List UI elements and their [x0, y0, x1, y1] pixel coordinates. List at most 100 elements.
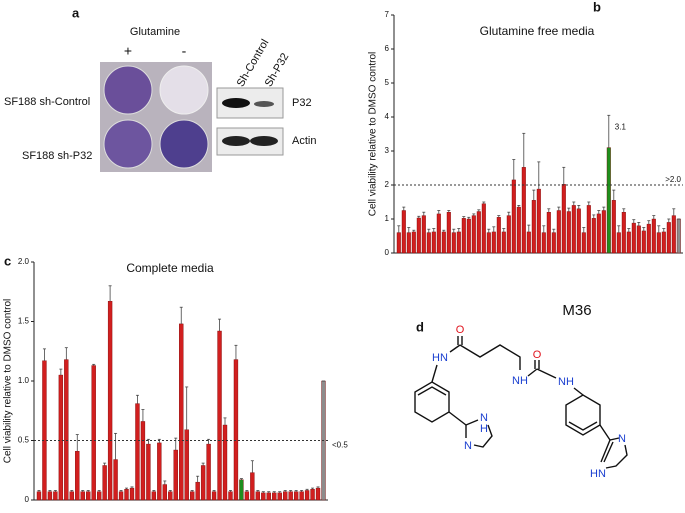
y-tick-label: 7: [385, 10, 390, 19]
band: [254, 101, 274, 107]
bar: [47, 491, 53, 501]
bar: [486, 232, 491, 254]
bar: [631, 222, 636, 254]
bar: [641, 230, 646, 254]
chart-title: Glutamine free media: [480, 24, 595, 38]
bar: [411, 231, 416, 254]
bar: [304, 490, 310, 501]
bar: [591, 218, 596, 254]
bar: [288, 491, 293, 501]
bar: [206, 443, 211, 501]
bar: [666, 222, 671, 254]
condition: -: [182, 43, 187, 59]
bar: [135, 403, 140, 501]
bar: [277, 492, 282, 501]
atom: O: [456, 324, 465, 336]
panel-label: b: [593, 0, 601, 14]
bar: [561, 184, 566, 254]
bar: [75, 451, 80, 501]
atom: N: [618, 433, 626, 445]
bar: [255, 491, 261, 501]
bar: [551, 232, 556, 254]
bar: [113, 459, 118, 501]
bar: [86, 491, 91, 501]
value-label: 3.1: [615, 122, 627, 131]
bar: [471, 215, 476, 254]
bar: [481, 203, 486, 254]
y-tick-label: 6: [385, 44, 390, 53]
bar: [272, 492, 277, 501]
bar: [541, 232, 546, 254]
bar: [446, 211, 451, 254]
bar: [151, 491, 157, 501]
bar: [118, 491, 124, 501]
lane-label: Sh-P32: [263, 51, 292, 89]
band-label: Actin: [292, 135, 316, 147]
threshold-label: <0.5: [332, 441, 348, 450]
condition: +: [124, 43, 132, 59]
bar: [129, 487, 135, 501]
bar: [91, 365, 96, 501]
row-label: SF188 sh-Control: [4, 96, 90, 108]
bar: [140, 421, 146, 501]
panel-label: d: [416, 319, 424, 334]
bar: [299, 491, 304, 501]
bar: [102, 465, 107, 501]
bar: [406, 232, 411, 254]
condition-title: Glutamine: [130, 26, 180, 38]
panel-label: a: [72, 5, 80, 20]
band-label: P32: [292, 97, 312, 109]
bar: [396, 232, 401, 254]
atom: H: [480, 423, 488, 435]
y-axis-label: Cell viability relative to DMSO control: [3, 299, 14, 464]
bar: [476, 211, 481, 254]
bar: [217, 330, 222, 501]
bar: [190, 491, 195, 501]
bar: [233, 359, 239, 501]
bar: [521, 167, 526, 254]
bar: [676, 218, 681, 254]
bar: [566, 211, 571, 254]
bar: [456, 231, 461, 254]
bar: [621, 211, 626, 254]
bar: [661, 231, 666, 254]
bar: [250, 472, 255, 501]
bar: [466, 218, 471, 254]
bar: [436, 213, 441, 254]
bar: [586, 205, 591, 254]
bar: [239, 479, 244, 501]
bar: [107, 301, 113, 501]
bar: [42, 360, 47, 501]
bar: [606, 147, 611, 254]
y-tick-label: 2: [385, 180, 390, 189]
bar: [556, 210, 561, 254]
bar: [157, 442, 162, 501]
bar: [611, 200, 616, 254]
bar: [64, 359, 69, 501]
bar: [261, 492, 266, 501]
bar: [53, 491, 58, 501]
bar: [315, 487, 321, 501]
bar: [656, 232, 661, 254]
bar: [491, 231, 496, 254]
bar: [80, 491, 85, 501]
row-label: SF188 sh-P32: [22, 150, 92, 162]
bar: [601, 210, 606, 254]
y-tick-label: 0: [385, 248, 390, 257]
bar: [283, 491, 288, 501]
threshold-label: >2.0: [665, 175, 681, 184]
bar: [69, 491, 74, 501]
bar: [546, 211, 551, 254]
bar: [244, 491, 250, 501]
bar: [576, 208, 581, 254]
y-tick-label: 1.5: [18, 317, 30, 326]
y-tick-label: 2.0: [18, 257, 30, 266]
atom: N: [464, 440, 472, 452]
y-tick-label: 5: [385, 78, 390, 87]
y-tick-label: 0.5: [18, 436, 30, 445]
bar: [461, 218, 466, 254]
bar: [616, 232, 621, 254]
bar: [626, 231, 631, 254]
